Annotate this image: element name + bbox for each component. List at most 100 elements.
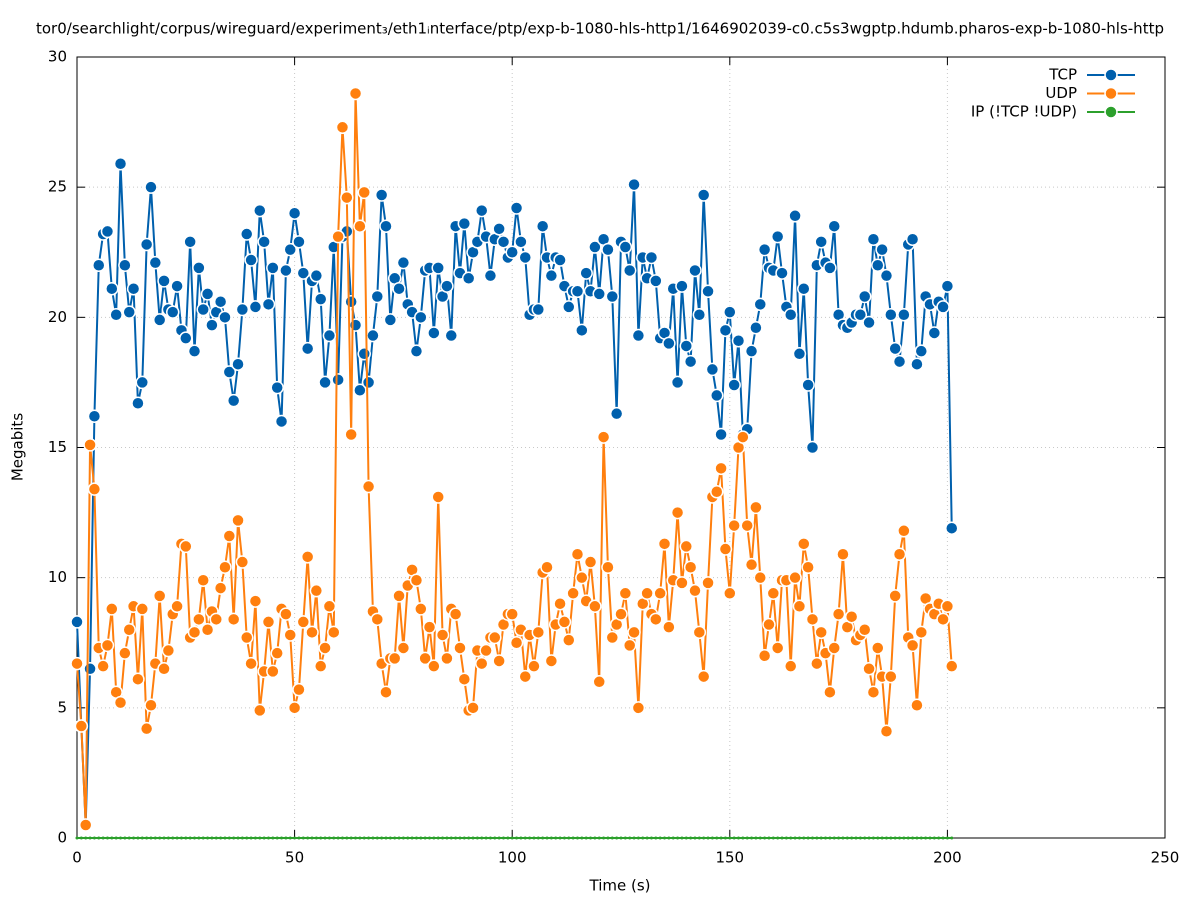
data-point [431,490,445,504]
data-point [767,836,771,840]
data-point [697,836,701,840]
data-point [875,242,889,257]
data-point [327,836,331,840]
data-point [866,685,881,699]
data-point [179,539,193,554]
data-point [828,836,832,840]
data-point [466,701,480,715]
data-point [253,836,257,840]
data-point [205,318,219,332]
data-point [87,482,102,496]
data-point [509,636,524,650]
data-point [792,599,807,614]
data-point [701,576,715,590]
data-point [571,836,575,840]
data-point [239,630,254,645]
data-point [300,550,315,564]
data-point [750,836,754,840]
data-point [644,250,659,265]
data-point [392,281,406,296]
data-point [863,836,867,840]
data-point [623,836,627,840]
data-point [831,607,846,621]
data-point [788,209,802,223]
data-point [310,836,314,840]
data-point [309,268,324,283]
data-point [287,206,302,220]
data-point [240,836,244,840]
data-point [467,836,471,840]
data-point [605,289,620,304]
data-point [152,313,167,327]
data-point [753,297,768,312]
data-point [484,836,488,840]
data-point [509,201,524,215]
data-point [170,599,184,614]
data-point [432,836,436,840]
data-point [579,266,593,280]
data-point [854,836,858,840]
data-point [270,380,284,395]
data-point [709,485,724,499]
data-point [192,612,206,627]
data-point [248,300,263,314]
data-point [702,836,706,840]
data-point [676,836,680,840]
data-point [123,836,127,840]
data-point [941,836,945,840]
data-point [911,836,915,840]
data-point [788,570,802,585]
data-point [562,633,576,647]
data-point [688,583,702,598]
data-point [766,586,781,601]
data-point [675,576,689,590]
data-point [654,836,658,840]
data-point [932,836,936,840]
data-point [92,258,106,273]
data-point [723,586,737,601]
data-point [696,188,711,202]
y-tick-label: 15 [48,438,67,456]
data-point [139,237,154,252]
data-point [179,836,183,840]
data-point [253,203,267,218]
data-point [158,836,162,840]
data-point [905,638,920,653]
data-point [593,836,597,840]
data-point [605,630,620,645]
y-tick-label: 10 [48,568,67,586]
data-point [927,326,942,340]
data-point [528,836,532,840]
data-point [296,615,311,629]
data-point [318,641,332,655]
data-point [737,836,741,840]
data-point [649,274,663,288]
data-point [609,406,624,421]
data-point [871,836,875,840]
data-point [723,836,727,840]
data-point [936,300,950,314]
data-point [140,836,144,840]
data-point [235,302,250,317]
data-point [396,641,411,655]
data-point [244,253,258,267]
data-point [671,836,675,840]
data-point [657,537,672,551]
data-point [880,836,884,840]
data-point [492,222,506,236]
data-point [519,836,523,840]
data-point [727,518,741,533]
y-tick-label: 30 [48,48,67,66]
data-point [553,253,567,267]
data-point [850,836,854,840]
data-point [96,659,110,673]
data-point [884,669,898,684]
data-point [435,628,450,642]
data-point [283,628,297,642]
data-point [292,235,306,249]
data-point [153,836,157,840]
data-point [601,242,615,257]
data-point [731,334,746,348]
data-point [744,344,759,358]
data-point [418,651,432,666]
